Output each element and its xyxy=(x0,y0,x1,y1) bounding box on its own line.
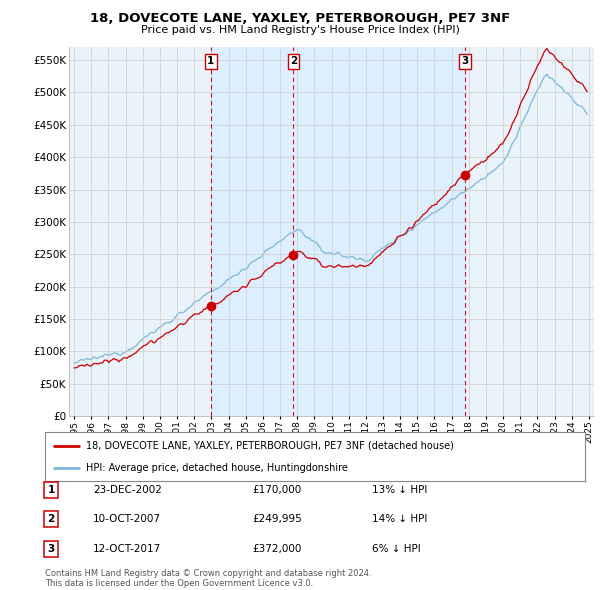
Text: 3: 3 xyxy=(461,57,469,67)
Text: Price paid vs. HM Land Registry's House Price Index (HPI): Price paid vs. HM Land Registry's House … xyxy=(140,25,460,35)
Text: HPI: Average price, detached house, Huntingdonshire: HPI: Average price, detached house, Hunt… xyxy=(86,463,347,473)
Bar xyxy=(293,47,465,416)
Text: 18, DOVECOTE LANE, YAXLEY, PETERBOROUGH, PE7 3NF: 18, DOVECOTE LANE, YAXLEY, PETERBOROUGH,… xyxy=(90,12,510,25)
Text: 12-OCT-2017: 12-OCT-2017 xyxy=(93,544,161,553)
Text: 1: 1 xyxy=(207,57,215,67)
Text: 2: 2 xyxy=(290,57,297,67)
Text: 6% ↓ HPI: 6% ↓ HPI xyxy=(372,544,421,553)
Text: £170,000: £170,000 xyxy=(252,485,301,494)
Text: 2: 2 xyxy=(47,514,55,524)
Text: £372,000: £372,000 xyxy=(252,544,301,553)
Text: This data is licensed under the Open Government Licence v3.0.: This data is licensed under the Open Gov… xyxy=(45,579,313,588)
Text: £249,995: £249,995 xyxy=(252,514,302,524)
Text: 1: 1 xyxy=(47,485,55,494)
Text: 10-OCT-2007: 10-OCT-2007 xyxy=(93,514,161,524)
Text: 23-DEC-2002: 23-DEC-2002 xyxy=(93,485,162,494)
Text: 3: 3 xyxy=(47,544,55,553)
Text: 18, DOVECOTE LANE, YAXLEY, PETERBOROUGH, PE7 3NF (detached house): 18, DOVECOTE LANE, YAXLEY, PETERBOROUGH,… xyxy=(86,441,454,451)
Bar xyxy=(211,47,293,416)
Text: 14% ↓ HPI: 14% ↓ HPI xyxy=(372,514,427,524)
Text: 13% ↓ HPI: 13% ↓ HPI xyxy=(372,485,427,494)
Text: Contains HM Land Registry data © Crown copyright and database right 2024.: Contains HM Land Registry data © Crown c… xyxy=(45,569,371,578)
